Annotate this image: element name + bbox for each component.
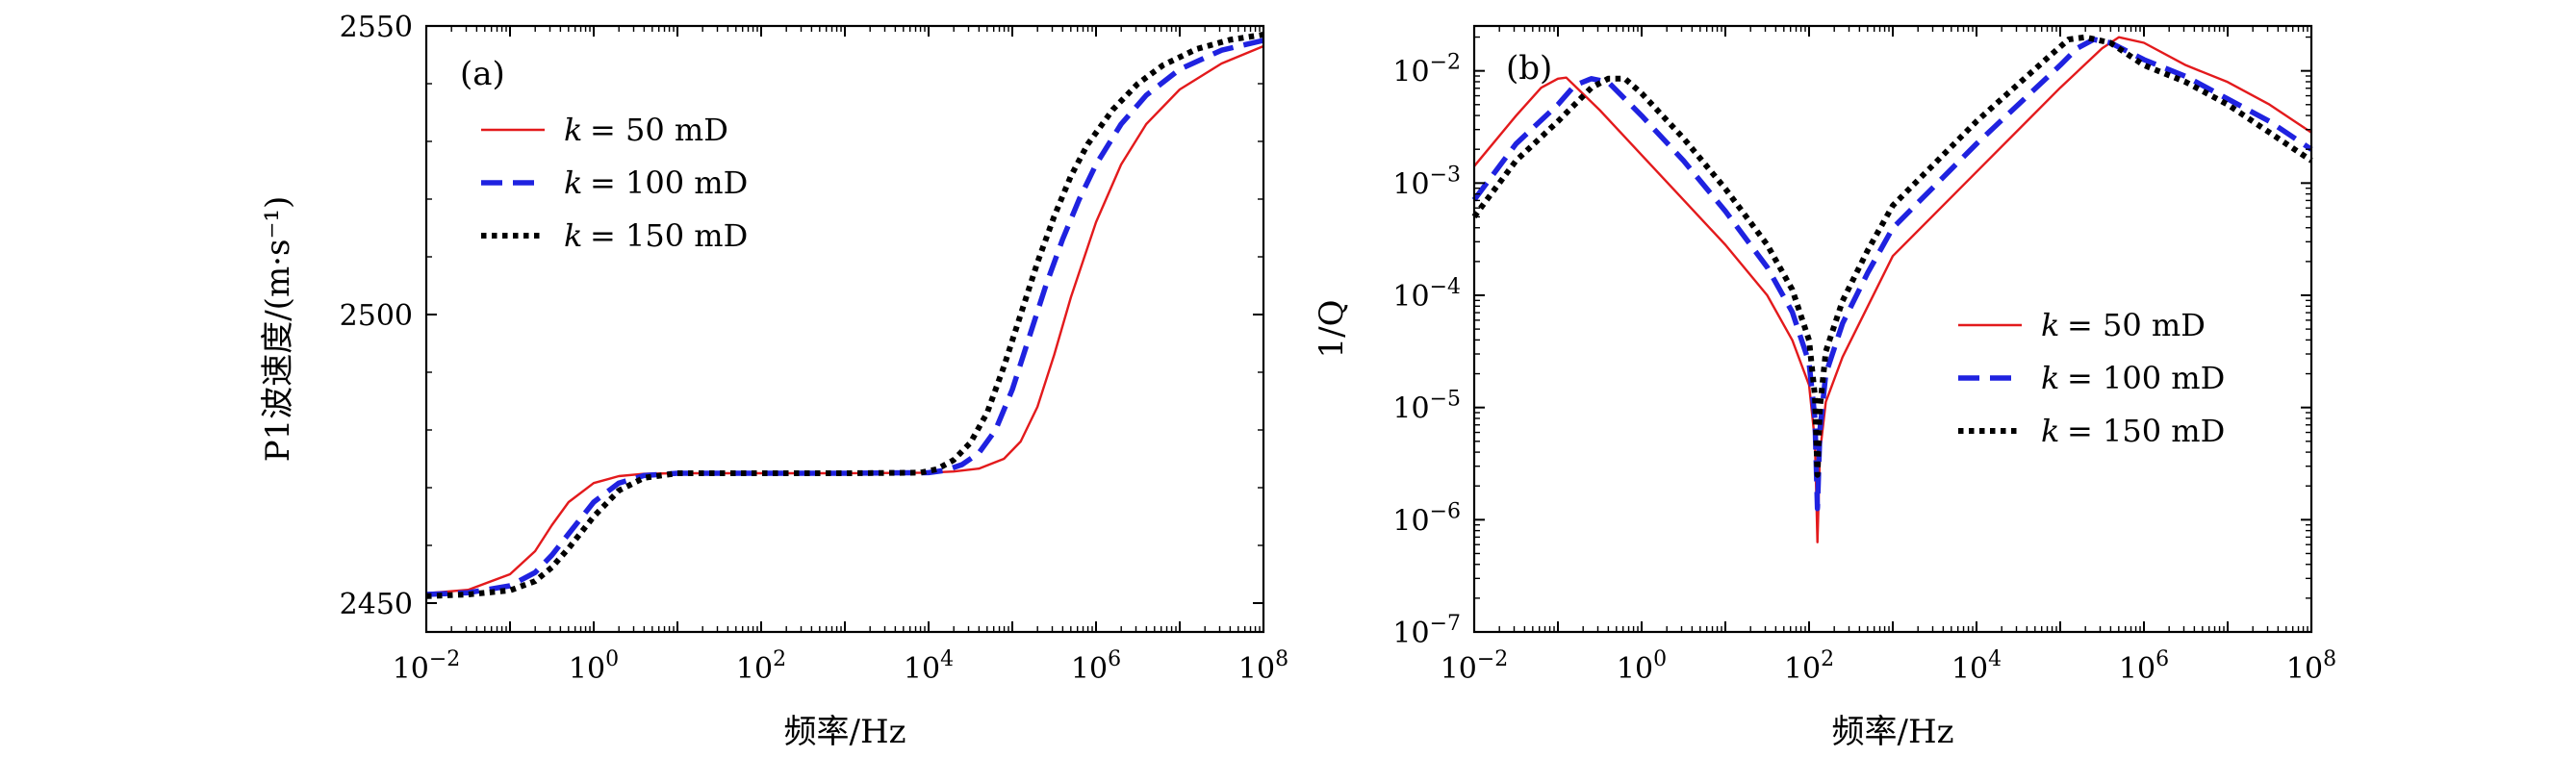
legend-b-text-150: = 150 mD bbox=[2067, 413, 2225, 449]
a-x-tick-label: 100 bbox=[569, 647, 619, 686]
legend-a-text-100: = 100 mD bbox=[590, 164, 748, 201]
b-x-tick-label: 10−2 bbox=[1441, 647, 1509, 686]
panel-b: 10−2 100 102 104 106 108 10−7 10−6 10−5 10−4 10−3 1… bbox=[1313, 24, 2336, 751]
b-y-tick-label: 10−3 bbox=[1392, 163, 1461, 201]
panel-b-ylabel: 1/Q bbox=[1313, 300, 1351, 359]
b-x-tick-label: 106 bbox=[2119, 647, 2169, 686]
legend-a-text-50: = 50 mD bbox=[590, 112, 728, 148]
legend-a-text-150: = 150 mD bbox=[590, 217, 748, 254]
b-y-tick-label: 10−4 bbox=[1392, 275, 1461, 314]
a-x-tick-label: 102 bbox=[736, 647, 786, 686]
panel-a-label: (a) bbox=[460, 55, 505, 93]
legend-b-k-100: k bbox=[2041, 360, 2059, 396]
legend-b-k-150: k bbox=[2041, 413, 2059, 449]
legend-b-k-50: k bbox=[2041, 307, 2059, 343]
a-curve-50 bbox=[425, 44, 1264, 594]
panel-a-ylabel: P1波速度/(m·s⁻¹) bbox=[259, 196, 297, 463]
panel-a-frame bbox=[424, 24, 1265, 634]
legend-b-text-50: = 50 mD bbox=[2067, 307, 2206, 343]
a-x-tick-label: 104 bbox=[904, 647, 954, 686]
b-x-tick-label: 104 bbox=[1951, 647, 2002, 686]
legend-b-text-100: = 100 mD bbox=[2067, 360, 2225, 396]
a-x-tick-label: 106 bbox=[1071, 647, 1121, 686]
panel-b-legend: k = 50 mD k = 100 mD k = 150 mD bbox=[1958, 307, 2225, 449]
b-y-tick-label: 10−6 bbox=[1392, 499, 1461, 538]
legend-a-k-100: k bbox=[564, 164, 582, 201]
a-y-tick-label: 2450 bbox=[340, 588, 413, 621]
b-x-tick-label: 108 bbox=[2286, 647, 2336, 686]
a-curve-150 bbox=[425, 32, 1264, 599]
panel-a-xlabel: 频率/Hz bbox=[783, 713, 905, 751]
a-x-tick-label: 108 bbox=[1238, 647, 1288, 686]
legend-a-k-50: k bbox=[564, 112, 582, 148]
b-y-tick-label: 10−7 bbox=[1392, 612, 1461, 650]
legend-a-k-150: k bbox=[564, 217, 582, 254]
panel-a: 10−2 100 102 104 106 108 2450 2500 2550 (a) k = … bbox=[259, 11, 1288, 751]
b-x-tick-label: 102 bbox=[1784, 647, 1834, 686]
b-curve-50 bbox=[1473, 36, 2312, 543]
a-x-tick-label: 10−2 bbox=[393, 647, 461, 686]
a-y-tick-label: 2550 bbox=[340, 11, 413, 44]
a-curve-100 bbox=[425, 38, 1264, 597]
b-curve-150 bbox=[1471, 34, 2313, 478]
panel-b-label: (b) bbox=[1506, 49, 1552, 88]
panel-a-legend: k = 50 mD k = 100 mD k = 150 mD bbox=[481, 112, 748, 254]
b-y-tick-label: 10−2 bbox=[1392, 51, 1461, 89]
b-y-tick-label: 10−5 bbox=[1392, 388, 1461, 426]
panel-b-xlabel: 频率/Hz bbox=[1831, 713, 1953, 751]
b-x-tick-label: 100 bbox=[1617, 647, 1667, 686]
a-y-tick-label: 2500 bbox=[340, 299, 413, 333]
